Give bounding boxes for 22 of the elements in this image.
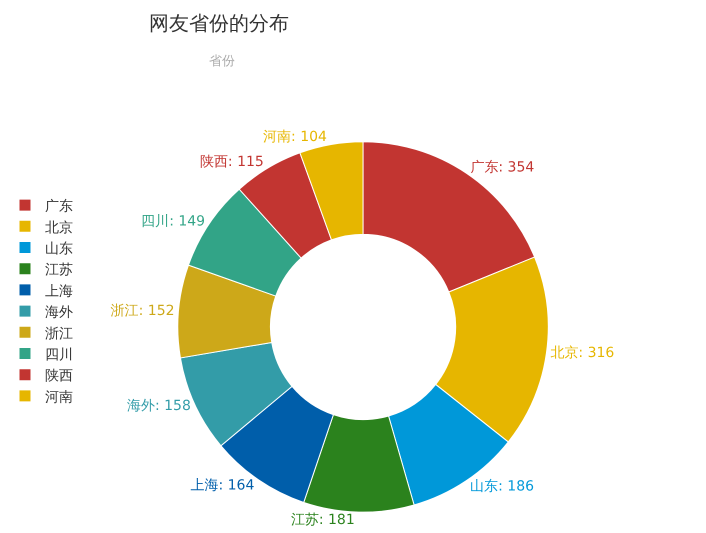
legend-label: 上海 <box>45 283 73 300</box>
legend-label: 海外 <box>45 304 73 321</box>
data-label: 陕西: 115 <box>200 154 264 170</box>
data-label: 浙江: 152 <box>110 302 175 319</box>
legend-label: 陕西 <box>45 368 73 384</box>
data-label: 海外: 158 <box>126 398 191 414</box>
legend-label: 江苏 <box>45 262 73 278</box>
legend-label: 浙江 <box>45 326 73 342</box>
legend-label: 山东 <box>45 240 73 257</box>
chart-title: 网友省份的分布 <box>148 10 289 35</box>
chart-subtitle: 省份 <box>209 54 235 69</box>
data-label: 四川: 149 <box>141 214 206 230</box>
data-label: 山东: 186 <box>470 478 534 494</box>
legend-label: 广东 <box>45 198 73 215</box>
data-label: 江苏: 181 <box>290 512 355 528</box>
data-label: 上海: 164 <box>190 477 254 494</box>
legend-label: 北京 <box>45 220 73 236</box>
data-label: 河南: 104 <box>263 128 328 145</box>
legend-label: 河南 <box>45 389 73 406</box>
legend-label: 四川 <box>45 346 73 363</box>
data-label: 北京: 316 <box>550 345 614 362</box>
data-label: 广东: 354 <box>470 160 534 176</box>
